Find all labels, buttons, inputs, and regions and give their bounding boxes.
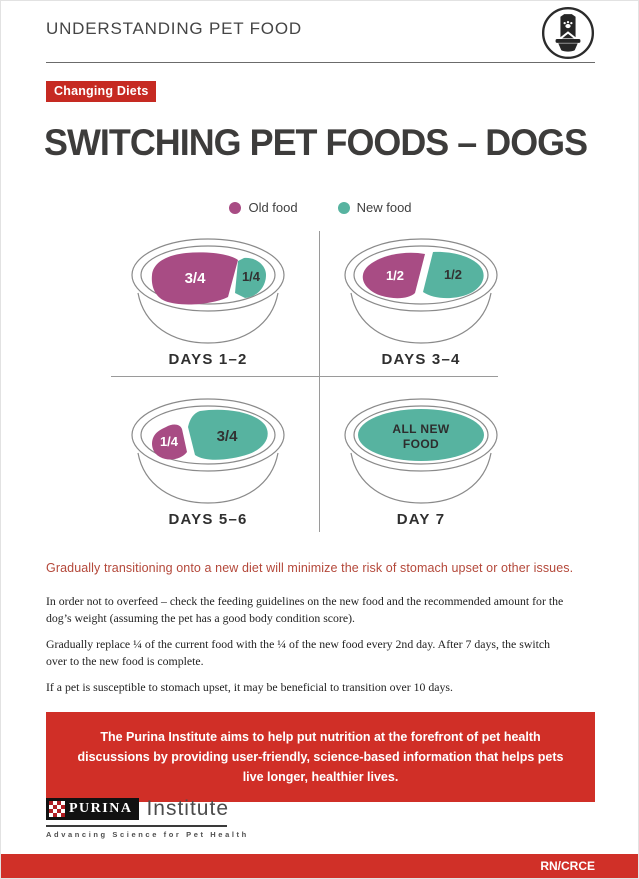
old-food-dot-icon	[229, 201, 242, 214]
new-food-portion	[358, 409, 484, 461]
page-title: SWITCHING PET FOODS – DOGS	[44, 122, 588, 163]
old-fraction-label: 1/4	[160, 434, 179, 449]
new-fraction-label: 1/2	[444, 267, 462, 282]
old-fraction-label: 3/4	[185, 270, 207, 287]
section-badge: Changing Diets	[46, 81, 157, 102]
old-food-portion	[362, 252, 425, 299]
legend: Old food New food	[1, 200, 638, 215]
purina-institute-logo: PURINA Institute Advancing Science for P…	[46, 797, 249, 839]
legend-label: New food	[356, 200, 412, 215]
all-new-food-label-line1: ALL NEW	[392, 422, 450, 436]
new-food-portion	[235, 257, 266, 298]
bowl-days-3-4: 1/2 1/2	[344, 238, 498, 344]
logo-row: PURINA Institute	[46, 797, 249, 821]
all-new-food-label-line2: FOOD	[403, 437, 439, 451]
footer-code-bar: RN/CRCE	[1, 854, 638, 878]
tagline-text: Advancing Science for Pet Health	[46, 830, 249, 839]
bowl-day-7: ALL NEW FOOD	[344, 398, 498, 504]
header-title: UNDERSTANDING PET FOOD	[46, 19, 302, 38]
bowl-caption-days-3-4: DAYS 3–4	[381, 351, 461, 368]
bowl-days-5-6: 1/4 3/4	[131, 398, 285, 504]
header-divider	[46, 62, 595, 63]
paragraph-overfeed: In order not to overfeed – check the fee…	[46, 594, 564, 626]
body-text: In order not to overfeed – check the fee…	[46, 593, 568, 705]
legend-label: Old food	[248, 200, 298, 215]
transition-diagram: 3/4 1/4 1/2 1/2 1/4 3/4	[1, 225, 638, 547]
legend-item-new-food: New food	[337, 200, 412, 215]
new-fraction-label: 3/4	[217, 428, 239, 445]
pet-food-bag-and-bowl-icon	[541, 6, 595, 60]
paragraph-sensitive-stomach: If a pet is susceptible to stomach upset…	[46, 680, 453, 695]
purina-institute-callout: The Purina Institute aims to help put nu…	[46, 712, 595, 802]
logo-divider	[46, 825, 227, 827]
new-fraction-label: 1/4	[242, 269, 261, 284]
grid-divider-vertical	[319, 231, 320, 532]
bowl-outline	[137, 452, 279, 504]
bowl-outline	[137, 292, 279, 344]
document-code: RN/CRCE	[540, 859, 595, 873]
new-food-portion	[188, 409, 268, 460]
paragraph-replace-quarter: Gradually replace ¼ of the current food …	[46, 637, 551, 669]
new-food-portion	[423, 251, 484, 299]
grid-divider-horizontal	[111, 376, 498, 377]
bowl-days-1-2: 3/4 1/4	[131, 238, 285, 344]
old-fraction-label: 1/2	[386, 268, 404, 283]
legend-item-old-food: Old food	[229, 200, 298, 215]
bowl-caption-days-5-6: DAYS 5–6	[168, 511, 248, 528]
bowl-caption-day-7: DAY 7	[396, 511, 446, 528]
new-food-dot-icon	[337, 201, 350, 214]
purina-checkerboard-icon	[49, 801, 65, 817]
institute-text: Institute	[146, 797, 229, 820]
old-food-portion	[151, 252, 238, 305]
bowl-outline	[350, 452, 492, 504]
purina-wordmark-box: PURINA	[46, 798, 140, 820]
bowl-outline	[350, 292, 492, 344]
bowl-caption-days-1-2: DAYS 1–2	[168, 351, 248, 368]
highlight-sentence: Gradually transitioning onto a new diet …	[46, 561, 574, 575]
purina-brand-text: PURINA	[69, 801, 133, 816]
old-food-portion	[152, 424, 187, 460]
